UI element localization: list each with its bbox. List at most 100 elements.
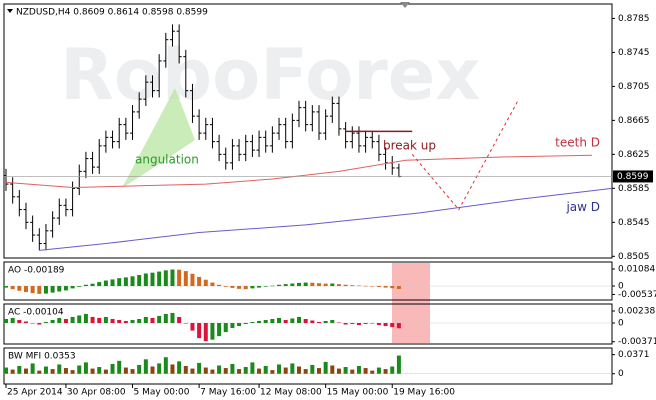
histogram-bar bbox=[396, 355, 401, 374]
histogram-bar bbox=[237, 369, 242, 374]
histogram-bar bbox=[137, 364, 142, 374]
histogram-bar bbox=[237, 286, 242, 289]
histogram-bar bbox=[143, 359, 148, 374]
histogram-bar bbox=[57, 317, 62, 324]
histogram-bar bbox=[297, 366, 302, 374]
histogram-bar bbox=[197, 362, 202, 374]
histogram-bar bbox=[336, 322, 341, 324]
histogram-bar bbox=[250, 322, 255, 324]
histogram-bar bbox=[43, 322, 48, 324]
histogram-bar bbox=[316, 283, 321, 287]
histogram-bar bbox=[217, 284, 222, 287]
x-tick-label: 5 May 00:00 bbox=[134, 388, 190, 398]
histogram-bar bbox=[370, 370, 375, 374]
histogram-bar bbox=[297, 316, 302, 324]
y-tick-label: 0.8665 bbox=[618, 116, 650, 126]
histogram-bar bbox=[117, 319, 122, 324]
histogram-bar bbox=[63, 286, 68, 291]
histogram-bar bbox=[310, 282, 315, 287]
indicator-line bbox=[5, 154, 593, 188]
histogram-bar bbox=[170, 312, 175, 324]
histogram-bar bbox=[190, 323, 195, 331]
histogram-bar bbox=[390, 286, 395, 289]
histogram-bar bbox=[223, 323, 228, 333]
highlight bbox=[392, 263, 430, 343]
histogram-bar bbox=[283, 319, 288, 324]
histogram-bar bbox=[270, 285, 275, 287]
y-tick-label: 0.8745 bbox=[618, 48, 650, 58]
histogram-bar bbox=[50, 286, 55, 293]
indicator-line bbox=[39, 187, 613, 251]
histogram-bar bbox=[10, 369, 15, 374]
histogram-bar bbox=[17, 366, 22, 374]
histogram-bar bbox=[63, 368, 68, 374]
histogram-bar bbox=[290, 318, 295, 324]
panel-title: AO -0.00189 bbox=[8, 266, 65, 276]
histogram-bar bbox=[396, 286, 401, 289]
histogram-bar bbox=[376, 323, 381, 326]
y-tick-label: 0.8585 bbox=[618, 184, 650, 194]
histogram-bar bbox=[330, 283, 335, 287]
histogram-bar bbox=[243, 367, 248, 374]
histogram-bar bbox=[97, 282, 102, 287]
histogram-bar bbox=[263, 286, 268, 287]
histogram-bar bbox=[270, 318, 275, 324]
histogram-bar bbox=[23, 286, 28, 292]
histogram-bar bbox=[217, 365, 222, 374]
histogram-bar bbox=[383, 323, 388, 327]
histogram-bar bbox=[103, 369, 108, 374]
histogram-bar bbox=[263, 366, 268, 374]
histogram-bar bbox=[30, 323, 35, 324]
histogram-bar bbox=[43, 366, 48, 374]
last-price-label: 0.8599 bbox=[617, 172, 649, 182]
histogram-bar bbox=[23, 368, 28, 374]
ac-panel bbox=[3, 303, 613, 345]
histogram-bar bbox=[356, 323, 361, 326]
y-tick-label: -0.00371 bbox=[618, 337, 656, 347]
histogram-bar bbox=[170, 269, 175, 287]
histogram-bar bbox=[257, 320, 262, 324]
histogram-bar bbox=[110, 318, 115, 324]
histogram-bar bbox=[17, 286, 22, 291]
panel-title: AC -0.00104 bbox=[8, 308, 64, 318]
histogram-bar bbox=[217, 323, 222, 337]
histogram-bar bbox=[277, 284, 282, 287]
histogram-bar bbox=[97, 317, 102, 324]
histogram-bar bbox=[103, 316, 108, 324]
histogram-bar bbox=[390, 366, 395, 374]
histogram-bar bbox=[310, 320, 315, 324]
ao-panel bbox=[3, 261, 613, 301]
histogram-bar bbox=[163, 313, 168, 324]
histogram-bar bbox=[303, 282, 308, 287]
histogram-bar bbox=[383, 286, 388, 288]
y-tick-label: 0.8705 bbox=[618, 82, 650, 92]
histogram-bar bbox=[376, 367, 381, 374]
histogram-bar bbox=[10, 286, 15, 290]
histogram-bar bbox=[363, 368, 368, 374]
histogram-bar bbox=[123, 367, 128, 374]
histogram-bar bbox=[257, 286, 262, 288]
y-tick-label: 0.8505 bbox=[618, 252, 650, 262]
histogram-bar bbox=[90, 283, 95, 287]
histogram-bar bbox=[396, 323, 401, 329]
histogram-bar bbox=[77, 315, 82, 324]
histogram-bar bbox=[163, 270, 168, 287]
histogram-bar bbox=[343, 323, 348, 325]
x-tick-label: 25 Apr 2014 bbox=[7, 388, 63, 398]
x-tick-label: 7 May 16:00 bbox=[200, 388, 256, 398]
histogram-bar bbox=[230, 323, 235, 329]
panel-title: NZDUSD,H4 0.8609 0.8614 0.8598 0.8599 bbox=[16, 8, 208, 18]
histogram-bar bbox=[170, 364, 175, 374]
histogram-bar bbox=[150, 272, 155, 287]
histogram-bar bbox=[310, 364, 315, 374]
histogram-bar bbox=[297, 282, 302, 287]
histogram-bar bbox=[243, 323, 248, 325]
histogram-bar bbox=[203, 323, 208, 342]
histogram-bar bbox=[177, 269, 182, 287]
histogram-bar bbox=[356, 285, 361, 287]
histogram-bar bbox=[77, 365, 82, 374]
histogram-bar bbox=[223, 286, 228, 287]
histogram-bar bbox=[303, 318, 308, 324]
histogram-bar bbox=[230, 363, 235, 374]
